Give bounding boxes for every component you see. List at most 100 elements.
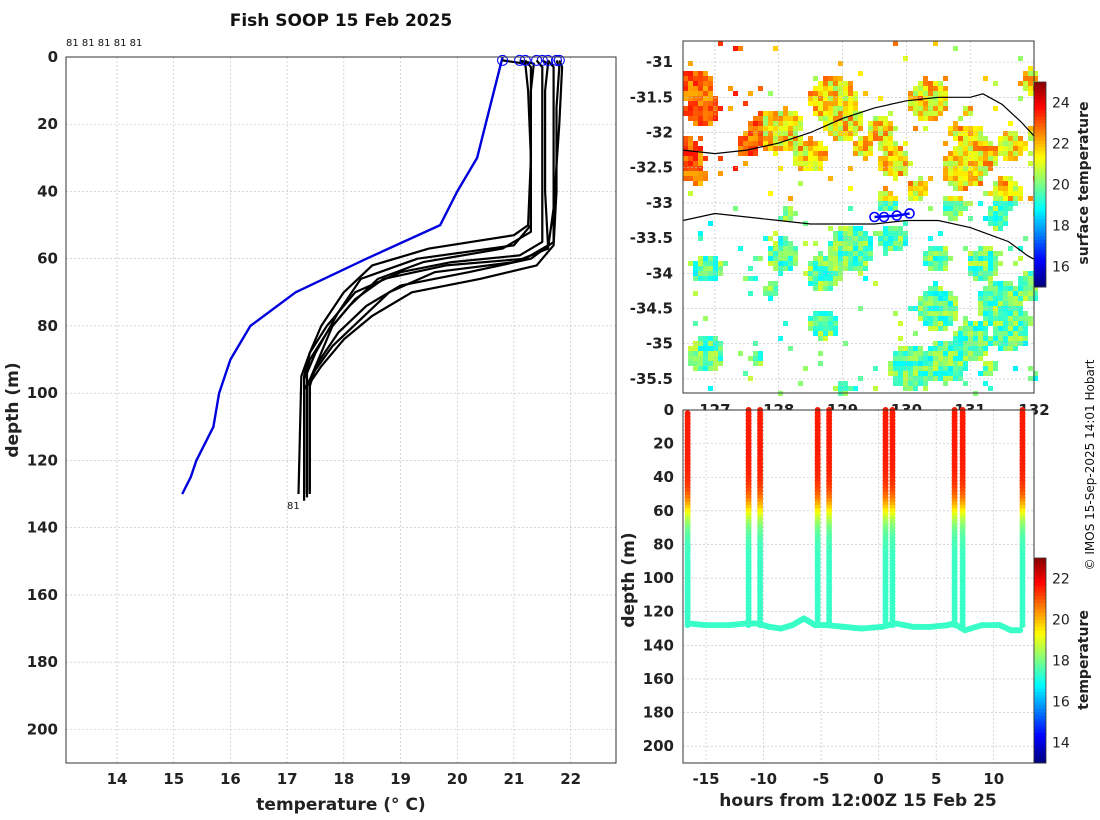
sst-cell [928, 311, 933, 316]
sst-cell [1023, 71, 1028, 76]
sst-cell [948, 166, 953, 171]
map-colorbar-segment [1034, 276, 1046, 281]
sst-cell [883, 186, 888, 191]
sst-cell [823, 106, 828, 111]
map-colorbar-segment [1034, 85, 1046, 90]
sst-cell [993, 161, 998, 166]
sst-cell [848, 81, 853, 86]
sst-cell [968, 216, 973, 221]
sst-cell [888, 201, 893, 206]
sst-cell [823, 151, 828, 156]
sst-cell [748, 91, 753, 96]
sst-cell [943, 201, 948, 206]
sst-cell [713, 361, 718, 366]
sst-cell [793, 126, 798, 131]
sst-cell [958, 181, 963, 186]
sst-cell [693, 96, 698, 101]
map-colorbar-segment [1034, 112, 1046, 117]
sst-cell [978, 351, 983, 356]
sst-cell [708, 276, 713, 281]
sst-cell [938, 246, 943, 251]
sst-cell [818, 261, 823, 266]
sst-cell [693, 106, 698, 111]
sst-cell [728, 106, 733, 111]
sst-cell [978, 146, 983, 151]
sst-cell [793, 156, 798, 161]
sst-cell [863, 231, 868, 236]
sst-cell [1023, 141, 1028, 146]
sst-cell [778, 111, 783, 116]
sst-cell [818, 151, 823, 156]
profile-y-tick-label: 160 [27, 586, 58, 604]
sst-cell [813, 76, 818, 81]
sst-cell [823, 146, 828, 151]
sst-cell [893, 376, 898, 381]
sst-cell [923, 296, 928, 301]
sst-cell [878, 206, 883, 211]
sst-cell [793, 131, 798, 136]
sst-cell [843, 256, 848, 261]
depth-time-colorbar-segment [1034, 739, 1046, 743]
sst-cell [923, 366, 928, 371]
sst-cell [798, 121, 803, 126]
sst-cell [1018, 291, 1023, 296]
sst-cell [733, 91, 738, 96]
sst-cell [988, 306, 993, 311]
sst-cell [948, 351, 953, 356]
sst-cell [1023, 341, 1028, 346]
sst-cell [988, 341, 993, 346]
sst-cell [788, 146, 793, 151]
sst-cell [983, 286, 988, 291]
sst-cell [943, 171, 948, 176]
sst-cell [878, 166, 883, 171]
sst-cell [738, 146, 743, 151]
depth-time-colorbar-segment [1034, 653, 1046, 658]
sst-cell [1028, 376, 1033, 381]
sst-cell [958, 376, 963, 381]
sst-cell [718, 41, 723, 46]
sst-cell [988, 251, 993, 256]
sst-cell [1003, 181, 1008, 186]
map-colorbar-segment [1034, 215, 1046, 220]
sst-cell [1013, 316, 1018, 321]
sst-cell [778, 121, 783, 126]
sst-cell [833, 116, 838, 121]
sst-cell [793, 116, 798, 121]
sst-cell [823, 91, 828, 96]
sst-cell [968, 131, 973, 136]
sst-cell [878, 131, 883, 136]
sst-cell [693, 121, 698, 126]
sst-cell [743, 151, 748, 156]
profile-panel: 14 15 16 17 18 19 20 21 220204060801001201401601… [3, 38, 617, 815]
sst-cell [688, 351, 693, 356]
sst-cell [1003, 201, 1008, 206]
sst-cell [748, 276, 753, 281]
sst-cell [948, 316, 953, 321]
sst-cell [963, 341, 968, 346]
sst-cell [828, 91, 833, 96]
sst-cell [913, 196, 918, 201]
sst-cell [903, 381, 908, 386]
sst-cell [823, 336, 828, 341]
sst-cell [813, 101, 818, 106]
imos-credit: © IMOS 15-Sep-2025 14:01 Hobart [1083, 359, 1097, 570]
sst-cell [698, 176, 703, 181]
sst-cell [883, 126, 888, 131]
sst-cell [978, 156, 983, 161]
sst-cell [948, 321, 953, 326]
map-colorbar-segment [1034, 177, 1046, 182]
sst-cell [808, 276, 813, 281]
sst-cell [933, 326, 938, 331]
map-y-tick-label: -34.5 [630, 300, 673, 318]
profile-y-axis-label: depth (m) [3, 362, 23, 457]
sst-cell [838, 96, 843, 101]
sst-cell [1008, 341, 1013, 346]
sst-cell [793, 161, 798, 166]
sst-cell [838, 116, 843, 121]
sst-cell [898, 371, 903, 376]
depth-time-colorbar-segment [1034, 585, 1046, 590]
sst-cell [823, 156, 828, 161]
sst-cell [928, 176, 933, 181]
sst-cell [833, 276, 838, 281]
sst-cell [913, 186, 918, 191]
